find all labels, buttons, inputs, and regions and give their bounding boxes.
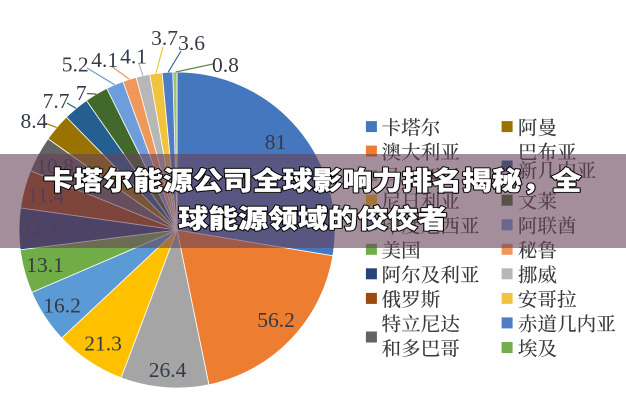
svg-text:3.6: 3.6 — [178, 31, 205, 55]
svg-text:4.1: 4.1 — [91, 48, 118, 72]
svg-text:0.8: 0.8 — [212, 53, 239, 77]
svg-text:26.4: 26.4 — [149, 358, 187, 382]
svg-text:3.7: 3.7 — [151, 26, 178, 50]
svg-text:21.3: 21.3 — [84, 331, 122, 355]
svg-text:56.2: 56.2 — [257, 308, 295, 332]
svg-text:16.2: 16.2 — [43, 293, 81, 317]
svg-text:13.1: 13.1 — [26, 253, 64, 277]
svg-text:81: 81 — [265, 130, 287, 154]
svg-text:7.7: 7.7 — [43, 89, 70, 113]
svg-text:4.1: 4.1 — [120, 44, 147, 68]
svg-text:8.4: 8.4 — [20, 109, 47, 133]
svg-text:5.2: 5.2 — [62, 52, 89, 76]
svg-text:7: 7 — [76, 81, 87, 105]
